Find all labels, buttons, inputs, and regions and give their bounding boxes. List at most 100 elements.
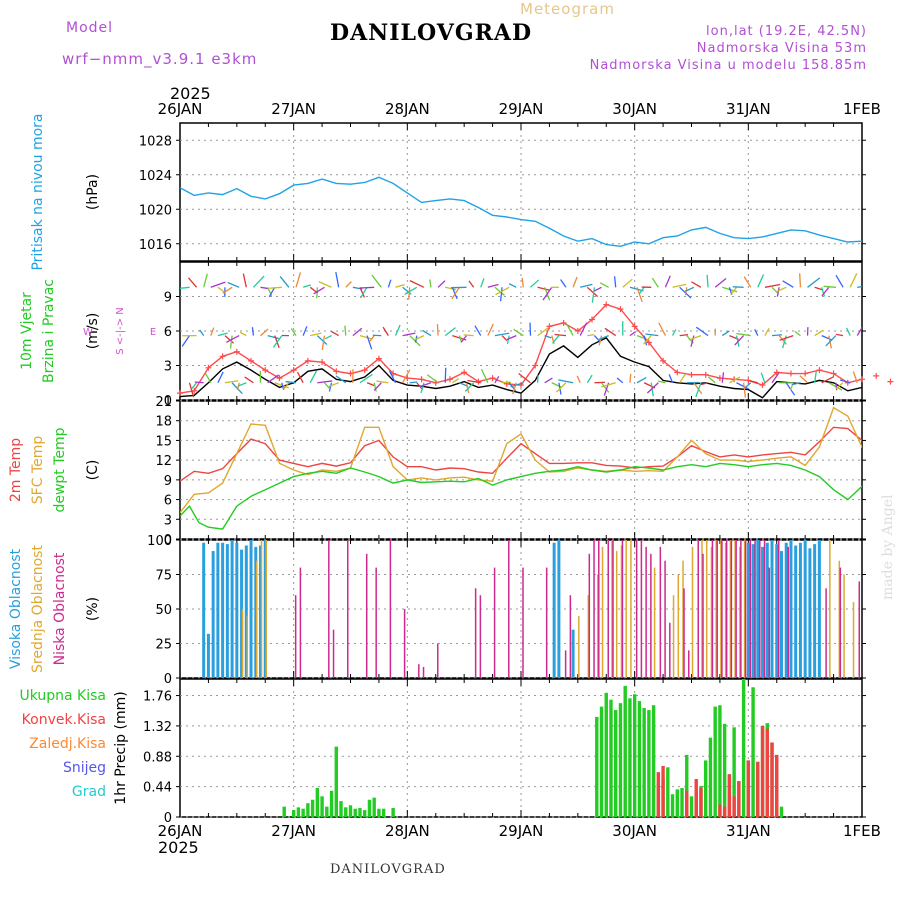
wind-barb xyxy=(506,335,510,345)
y-axis-unit: 1hr Precip (mm) xyxy=(113,691,129,804)
wind-barb xyxy=(782,280,794,288)
bar-niska-oblacnost xyxy=(787,546,789,678)
y-tick-label: 50 xyxy=(155,603,172,618)
wind-barb xyxy=(537,286,550,291)
wind-barb xyxy=(601,382,616,388)
wind-direction-key: S <-|-> N xyxy=(115,307,126,355)
wind-barb xyxy=(821,286,830,297)
wind-barb xyxy=(302,284,311,288)
wind-barb xyxy=(794,330,801,337)
gust-marker xyxy=(716,375,723,382)
wind-barb xyxy=(188,382,195,398)
bar-niska-oblacnost xyxy=(749,540,752,678)
wind-barb xyxy=(295,272,302,288)
model-key: Model xyxy=(66,20,114,36)
bar-srednja-oblacnost xyxy=(241,609,244,678)
y-tick-label: 0 xyxy=(164,811,172,826)
bar-visoka-oblacnost xyxy=(765,542,769,678)
wind-barb xyxy=(530,279,540,288)
wind-barb xyxy=(444,327,456,337)
wind-barb xyxy=(494,332,510,337)
gust-marker xyxy=(660,357,667,364)
bar-srednja-oblacnost xyxy=(720,540,722,678)
y-tick-label: 0.88 xyxy=(143,750,172,765)
bar-visoka-oblacnost xyxy=(751,544,755,678)
wind-barb xyxy=(823,285,837,288)
wind-barb xyxy=(580,283,593,288)
wind-barb xyxy=(237,382,247,387)
bar-niska-oblacnost xyxy=(697,540,699,678)
wind-barb xyxy=(742,382,747,398)
y-axis-title: 2m Temp xyxy=(8,438,24,502)
bar-ukupna-kisa xyxy=(291,810,296,817)
wind-barb xyxy=(210,281,226,288)
bar-srednja-oblacnost xyxy=(672,595,675,678)
x-tick-label-bottom: 30JAN xyxy=(612,822,657,840)
wind-barb xyxy=(458,335,463,343)
wind-barb xyxy=(487,283,499,288)
wind-barb xyxy=(771,334,783,337)
bar-visoka-oblacnost xyxy=(557,540,561,678)
bar-konvek-kisa xyxy=(694,779,698,817)
wind-barb xyxy=(282,382,290,390)
wind-barb xyxy=(799,375,808,384)
bar-srednja-oblacnost xyxy=(256,560,258,678)
wind-barb xyxy=(244,376,254,384)
bar-ukupna-kisa xyxy=(315,788,320,817)
gust-marker xyxy=(702,371,709,378)
meteogram-label: Meteogram xyxy=(520,0,615,18)
y-tick-label: 9 xyxy=(164,474,172,489)
wind-barb xyxy=(501,335,508,342)
series-line-udari xyxy=(180,303,862,394)
wind-barb xyxy=(835,382,844,390)
y-axis-unit: (C) xyxy=(85,460,101,481)
bar-niska-oblacnost xyxy=(294,595,297,678)
bar-ukupna-kisa xyxy=(632,694,637,817)
bar-ukupna-kisa xyxy=(363,810,367,817)
bar-niska-oblacnost xyxy=(763,540,766,678)
wind-barb xyxy=(658,322,667,336)
bar-visoka-oblacnost xyxy=(789,540,793,678)
wind-barb xyxy=(599,282,609,288)
bar-ukupna-kisa xyxy=(599,706,604,817)
bar-ukupna-kisa xyxy=(704,760,708,817)
wind-barb xyxy=(415,335,425,340)
y-tick-label: 9 xyxy=(164,291,172,306)
gust-marker xyxy=(290,367,297,374)
bar-konvek-kisa xyxy=(765,728,769,817)
bar-visoka-oblacnost xyxy=(240,549,244,678)
wind-barb xyxy=(622,278,633,288)
wind-barb xyxy=(242,273,247,288)
gust-marker xyxy=(319,359,326,366)
wind-barb xyxy=(856,326,862,336)
gust-marker xyxy=(859,376,865,383)
wind-barb xyxy=(366,335,373,350)
wind-barb xyxy=(814,286,823,291)
x-tick-label-top: 30JAN xyxy=(612,100,657,118)
wind-barb xyxy=(764,283,781,288)
wind-barb xyxy=(586,286,599,298)
wind-barb xyxy=(499,287,503,302)
wind-barb xyxy=(764,327,770,336)
x-tick-label-top: 1FEB xyxy=(843,100,881,118)
gust-marker xyxy=(375,355,382,362)
wind-barb xyxy=(460,335,468,343)
gust-marker xyxy=(645,339,652,346)
x-tick-label-bottom: 26JAN xyxy=(158,822,203,840)
wind-barb xyxy=(205,373,212,384)
bar-konvek-kisa xyxy=(889,809,892,817)
bar-srednja-oblacnost xyxy=(682,560,684,678)
wind-barb xyxy=(444,367,447,383)
bar-ukupna-kisa xyxy=(348,805,353,817)
bar-niska-oblacnost xyxy=(332,629,335,678)
wind-barb xyxy=(373,382,377,392)
wind-barb xyxy=(671,329,677,336)
gust-marker xyxy=(219,353,226,360)
wind-barb xyxy=(296,371,304,384)
bar-niska-oblacnost xyxy=(545,567,548,678)
wind-barb xyxy=(679,333,689,337)
bar-visoka-oblacnost xyxy=(552,542,556,678)
wind-barb xyxy=(231,382,243,395)
bar-srednja-oblacnost xyxy=(630,540,632,678)
bar-srednja-oblacnost xyxy=(587,595,590,678)
